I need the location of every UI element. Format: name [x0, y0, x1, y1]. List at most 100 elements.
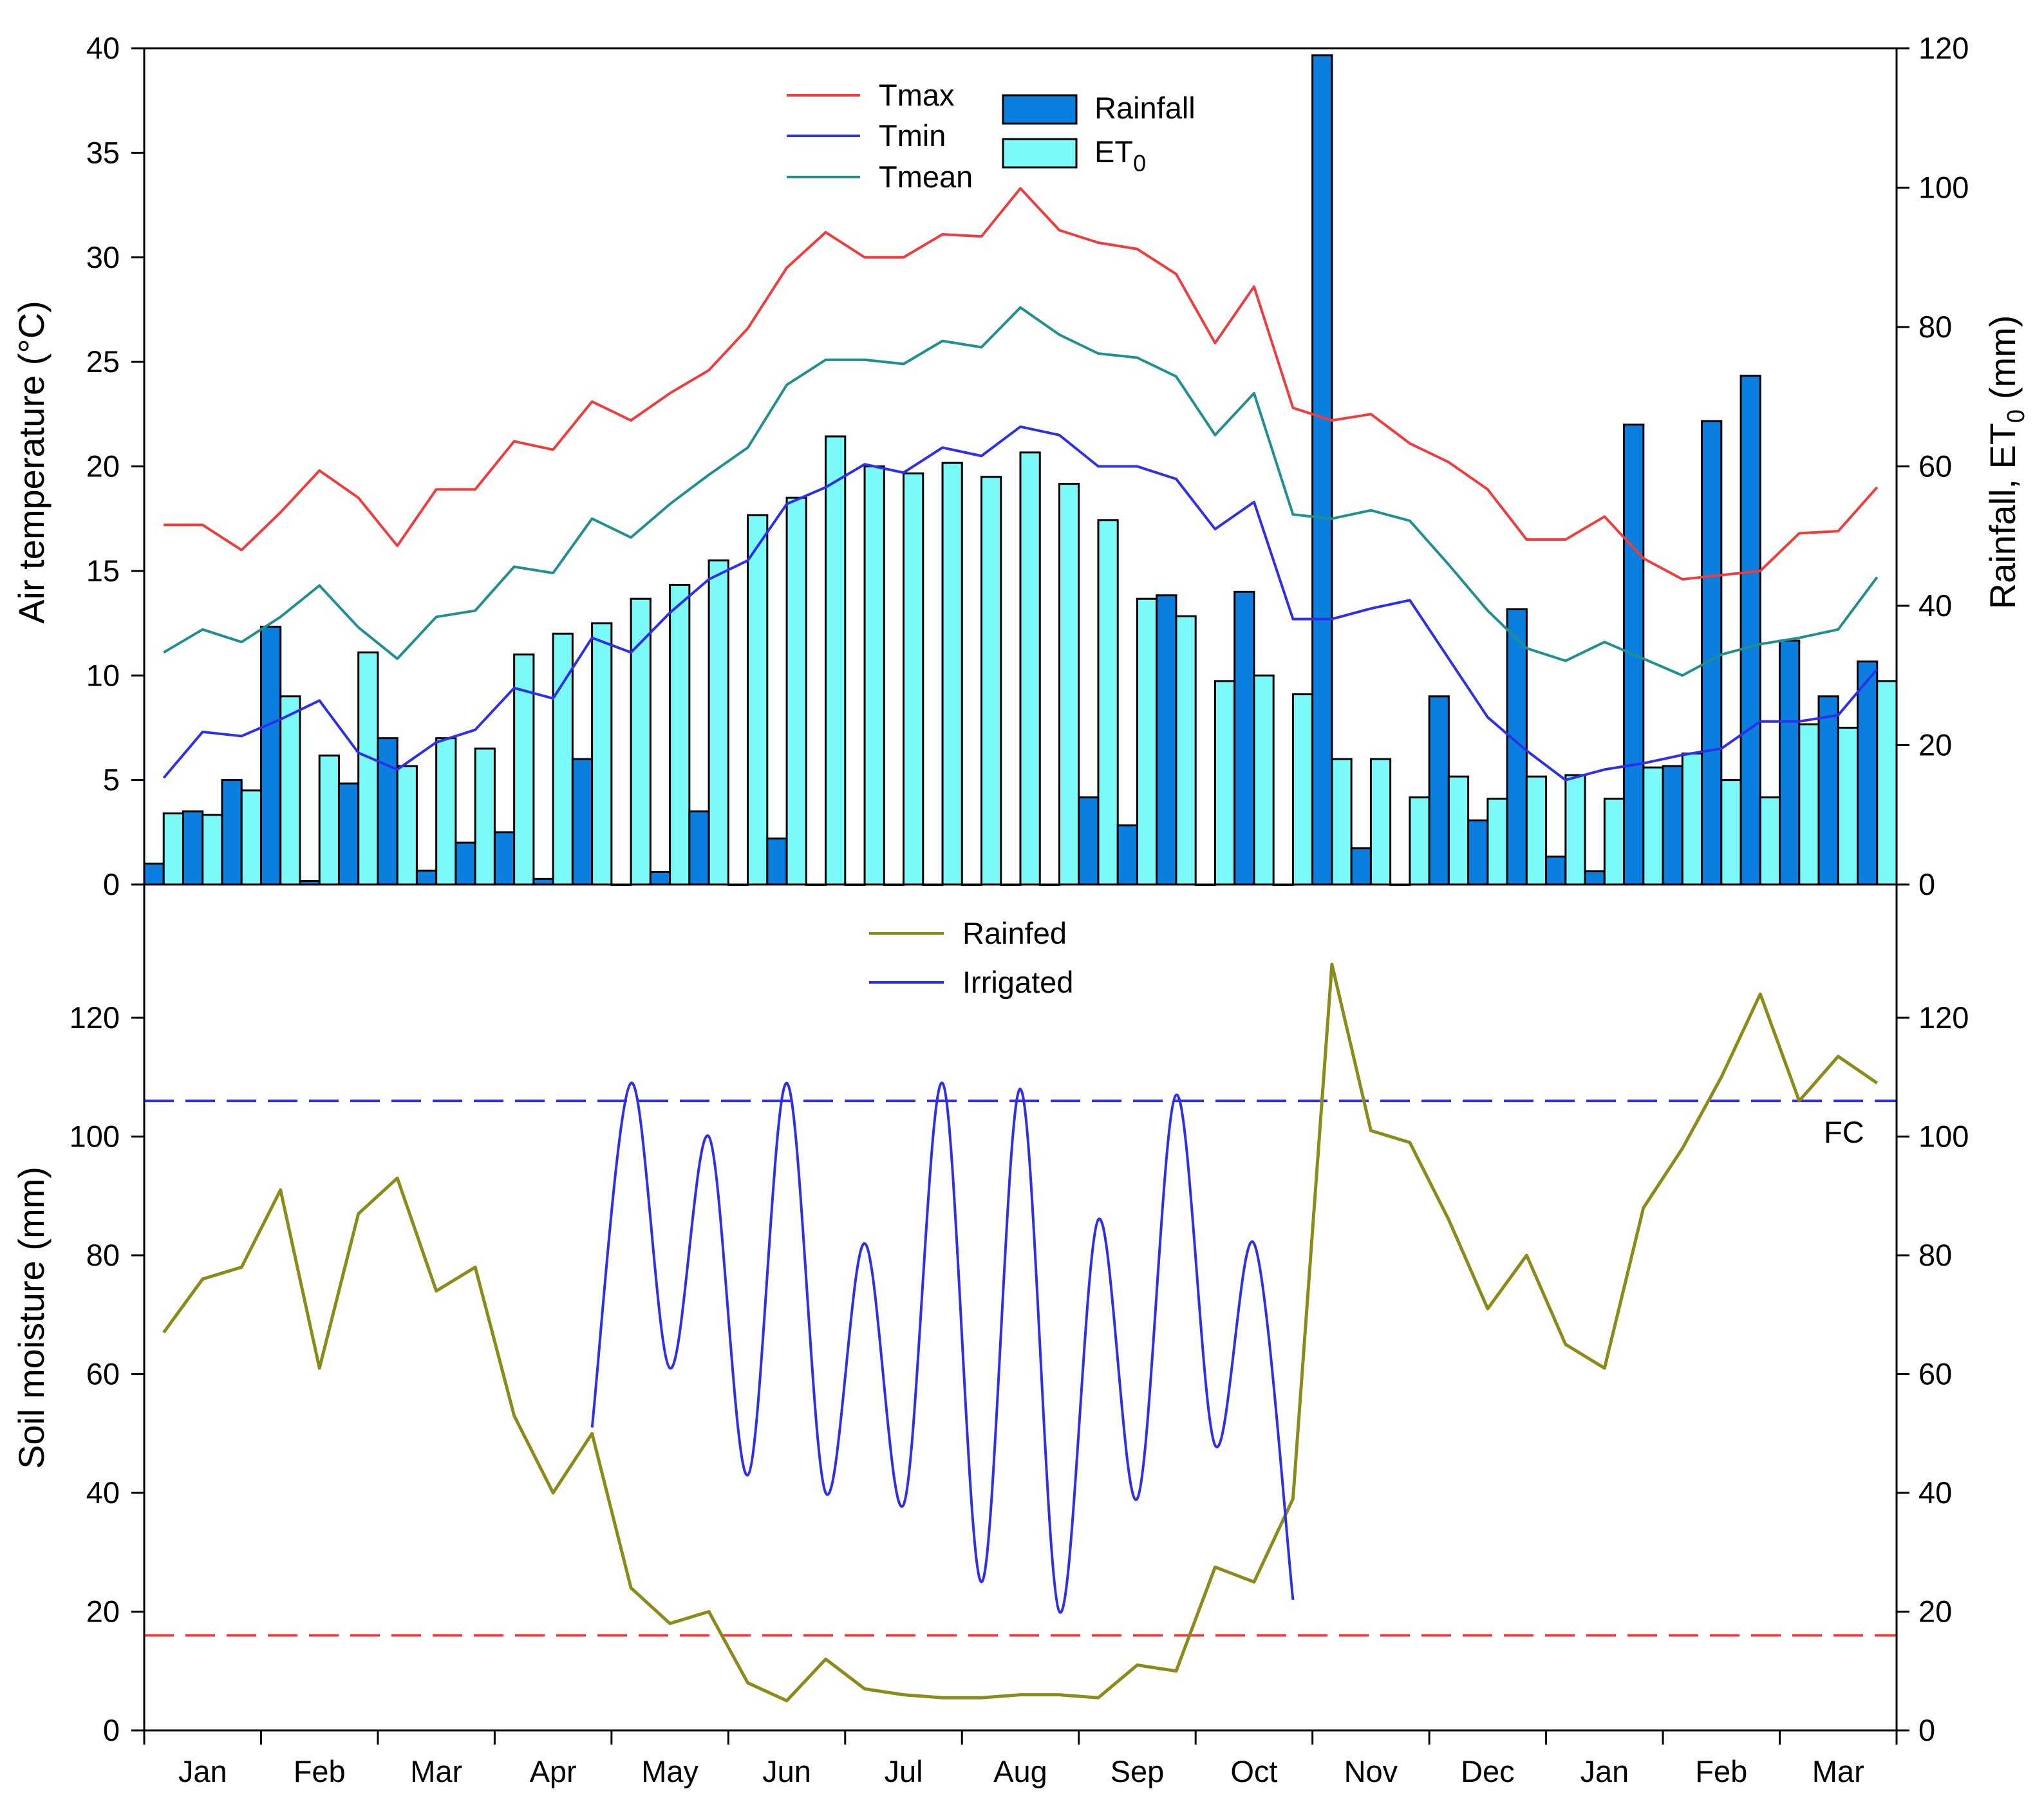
top-right-tick-label: 100	[1918, 171, 1969, 205]
top-left-tick-label: 15	[86, 554, 120, 588]
month-label: Mar	[1812, 1754, 1864, 1788]
rainfall-bar	[1584, 870, 1606, 886]
bottom-right-tick-label: 20	[1918, 1595, 1952, 1629]
rainfall-bar	[1779, 639, 1801, 886]
legend-tmean-label: Tmean	[879, 160, 973, 194]
bottom-left-tick-label: 100	[70, 1119, 120, 1154]
rainfall-bar	[455, 841, 476, 886]
month-label: May	[641, 1754, 699, 1788]
et0-bar	[863, 465, 885, 886]
legend-tmin-label: Tmin	[879, 118, 946, 153]
rainfall-bar	[415, 869, 438, 886]
rainfall-bar	[1233, 590, 1255, 886]
et0-bar	[240, 789, 262, 886]
top-left-tick-label: 10	[86, 658, 120, 692]
rainfall-bar	[493, 831, 516, 886]
et0-bar	[980, 476, 1002, 886]
et0-bar	[708, 559, 729, 886]
month-label: Nov	[1344, 1754, 1398, 1788]
month-label: Jan	[1580, 1754, 1629, 1788]
rainfall-bar	[1350, 847, 1372, 886]
top-left-tick-label: 25	[86, 344, 120, 379]
month-label: Apr	[530, 1754, 577, 1788]
et0-bar	[1525, 775, 1548, 886]
bottom-left-tick-label: 60	[86, 1357, 120, 1391]
rainfall-bar	[221, 779, 243, 886]
rainfall-bar	[688, 810, 710, 886]
et0-bar	[435, 737, 457, 886]
month-label: Aug	[993, 1754, 1047, 1788]
rainfall-bar	[337, 782, 360, 886]
et0-bar	[1097, 519, 1119, 886]
et0-bar	[1798, 723, 1820, 886]
month-label: Sep	[1111, 1754, 1165, 1788]
et0-bar	[202, 814, 223, 886]
et0-bar	[591, 622, 613, 886]
et0-bar	[825, 435, 847, 886]
month-label: Dec	[1461, 1754, 1515, 1788]
et0-bar	[1447, 775, 1470, 886]
et0-bar	[1837, 726, 1859, 886]
bottom-left-axis-title: Soil moisture (mm)	[11, 1166, 52, 1469]
et0-bar	[1642, 766, 1664, 886]
et0-bar	[1603, 798, 1626, 886]
top-right-tick-label: 80	[1918, 310, 1952, 344]
rainfall-bar	[1156, 594, 1177, 886]
et0-bar	[474, 747, 496, 886]
et0-bar	[1136, 597, 1158, 886]
legend-rainfed-label: Rainfed	[962, 916, 1067, 950]
bottom-left-tick-label: 20	[86, 1595, 120, 1629]
top-right-tick-label: 20	[1918, 728, 1952, 762]
legend-rainfall-swatch	[1002, 94, 1078, 125]
legend-et0-label: ET0	[1094, 135, 1146, 176]
month-label: Feb	[1695, 1754, 1747, 1788]
et0-bar	[1759, 796, 1781, 886]
legend-irrigated-label: Irrigated	[962, 965, 1073, 999]
bottom-right-tick-label: 100	[1918, 1119, 1969, 1154]
tmean-line	[163, 306, 1879, 677]
et0-bar	[1409, 796, 1430, 886]
top-left-axis-title: Air temperature (°C)	[11, 301, 52, 624]
et0-bar	[747, 514, 769, 886]
rainfall-bar	[377, 737, 398, 886]
rainfall-bar	[571, 758, 594, 886]
et0-bar	[1175, 615, 1197, 886]
rainfall-bar	[1078, 796, 1100, 886]
bottom-plot-area: 0 20 40 60 80 100 120 0 20 40 60 80 100 120 Jan Feb Mar A…	[70, 962, 1969, 1788]
bottom-legend: Rainfed Irrigated	[869, 916, 1073, 999]
et0-bar	[785, 496, 807, 886]
rainfall-bar	[1739, 375, 1761, 886]
top-left-tick-label: 35	[86, 135, 120, 169]
rainfall-bar	[1701, 420, 1723, 886]
legend-tmax-label: Tmax	[879, 78, 955, 112]
et0-bar	[1876, 680, 1898, 886]
tmax-line	[164, 187, 1879, 581]
rainfall-bar	[1311, 54, 1333, 886]
top-legend: Tmax Tmin Tmean Rainfall ET0	[787, 78, 1195, 194]
bottom-left-tick-label: 120	[70, 1000, 120, 1035]
top-right-axis-title: Rainfall, ET0 (mm)	[1982, 315, 2030, 610]
fc-reference-label: FC	[1824, 1115, 1864, 1149]
bottom-left-tick-label: 80	[86, 1238, 120, 1272]
rainfed-line	[162, 962, 1879, 1703]
top-left-tick-label: 5	[103, 763, 120, 797]
top-left-tick-label: 0	[103, 867, 120, 901]
bottom-right-tick-label: 120	[1918, 1000, 1969, 1035]
plot-frame	[143, 47, 1898, 1732]
rainfall-bar	[1817, 695, 1839, 886]
top-left-tick-label: 40	[86, 31, 120, 65]
top-right-tick-label: 40	[1918, 588, 1952, 623]
irrigated-line	[590, 1082, 1295, 1614]
et0-bar	[669, 584, 691, 886]
et0-bar	[279, 695, 301, 886]
top-right-tick-label: 120	[1918, 31, 1969, 65]
top-left-tick-label: 30	[86, 240, 120, 274]
month-label: Jan	[178, 1754, 227, 1788]
et0-bar	[1369, 758, 1392, 886]
rainfall-bar	[143, 863, 165, 886]
et0-bar	[903, 472, 924, 886]
rainfall-bar	[1545, 856, 1567, 886]
top-right-tick-label: 0	[1918, 867, 1935, 901]
rainfall-bar	[1428, 695, 1450, 886]
